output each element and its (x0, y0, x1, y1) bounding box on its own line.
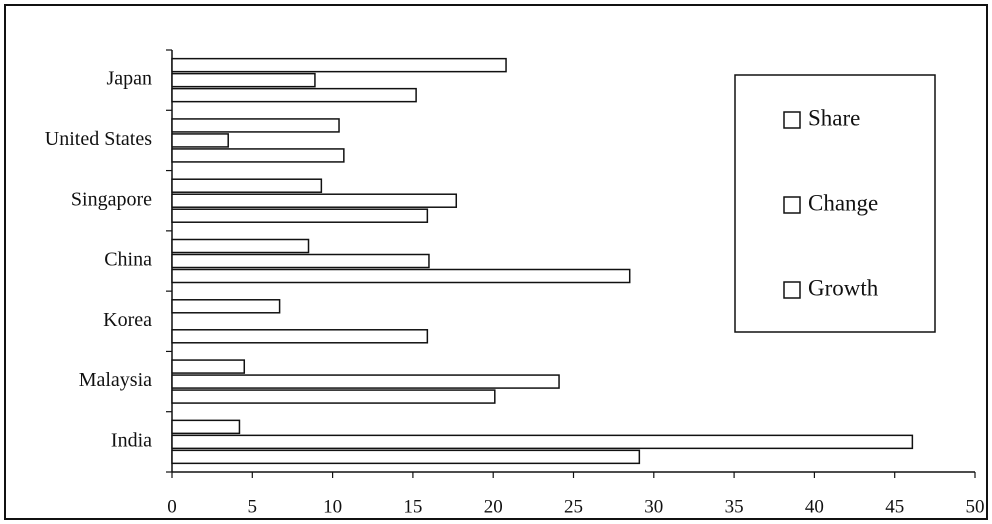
legend-swatch (784, 197, 800, 213)
bar (172, 119, 339, 132)
legend-swatch (784, 282, 800, 298)
bar (172, 89, 416, 102)
legend-label: Share (808, 105, 860, 130)
y-tick-label: Singapore (71, 188, 152, 210)
x-tick-label: 40 (805, 496, 824, 517)
x-tick-label: 10 (323, 496, 342, 517)
bar (172, 390, 495, 403)
bar (172, 194, 456, 207)
bar (172, 450, 639, 463)
chart: Share Change Growth 0 5 10 15 20 25 30 35 40 45 50 Ja… (0, 0, 992, 524)
legend: Share Change Growth (735, 75, 935, 332)
y-tick-label: Korea (103, 309, 152, 331)
bar (172, 179, 321, 192)
bar (172, 375, 559, 388)
bar (172, 59, 506, 72)
y-tick-label: United States (45, 128, 152, 150)
x-tick-label: 35 (725, 496, 744, 517)
x-tick-label: 50 (966, 496, 985, 517)
bar (172, 270, 630, 283)
legend-swatch (784, 112, 800, 128)
x-tick-label: 25 (564, 496, 583, 517)
bar (172, 74, 315, 87)
bar (172, 360, 244, 373)
x-tick-label: 0 (167, 496, 177, 517)
bar (172, 300, 280, 313)
bar (172, 149, 344, 162)
legend-label: Change (808, 190, 878, 215)
bar (172, 209, 427, 222)
x-tick-label: 30 (644, 496, 663, 517)
x-tick-label: 45 (885, 496, 904, 517)
bar (172, 330, 427, 343)
y-tick-label: Japan (106, 68, 152, 90)
bar (172, 435, 912, 448)
x-tick-label: 20 (484, 496, 503, 517)
y-tick-label: China (104, 249, 152, 271)
bar (172, 134, 228, 147)
x-tick-label: 15 (403, 496, 422, 517)
bar (172, 420, 239, 433)
legend-label: Growth (808, 275, 879, 300)
bar (172, 240, 309, 253)
y-tick-label: Malaysia (79, 369, 152, 391)
y-tick-label: India (111, 429, 152, 451)
x-tick-label: 5 (248, 496, 258, 517)
bar (172, 255, 429, 268)
